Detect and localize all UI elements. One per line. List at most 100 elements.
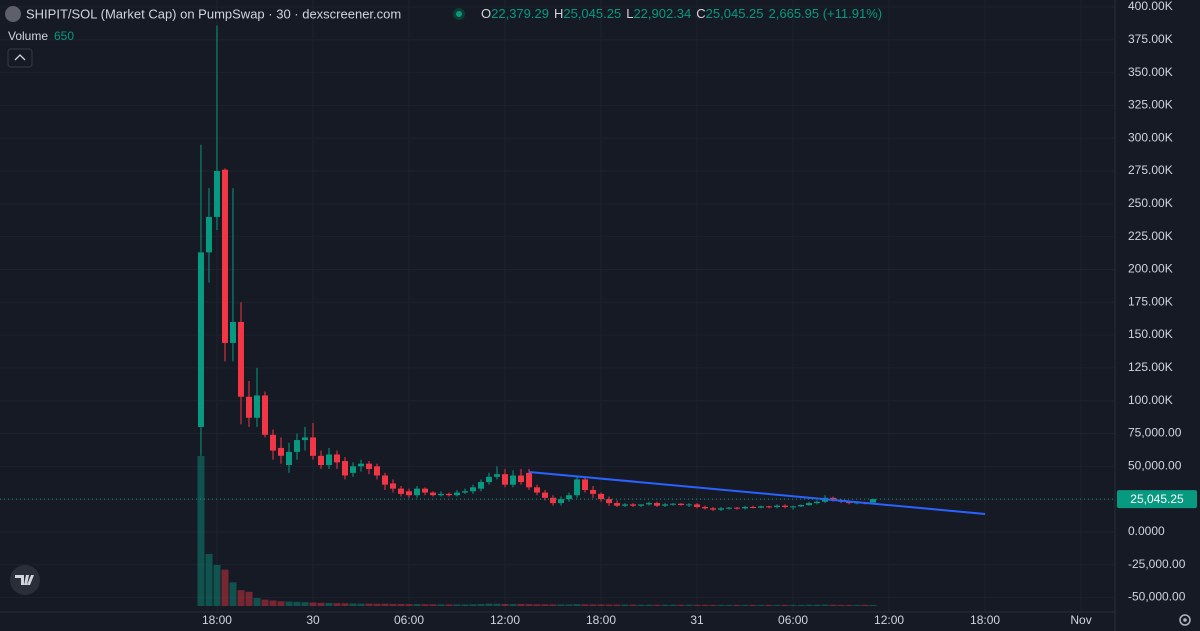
candle-body (534, 487, 541, 493)
collapse-button[interactable] (7, 48, 33, 68)
candle-body (213, 171, 220, 217)
candle-body (285, 451, 292, 466)
candle-body (694, 504, 701, 508)
candle-body (614, 503, 621, 506)
volume-bar (229, 582, 237, 606)
volume-bar (573, 604, 581, 606)
volume-bar (493, 603, 501, 606)
volume-bar (613, 604, 621, 606)
candle-body (638, 504, 645, 506)
candle-body (590, 489, 597, 494)
volume-bar (325, 603, 333, 606)
candle-body (333, 454, 340, 463)
candle-body (414, 488, 421, 496)
volume-bar (821, 604, 829, 606)
candle-body (277, 447, 284, 456)
volume-bar (397, 603, 405, 606)
volume-bar (869, 604, 877, 606)
candle-body (574, 479, 581, 496)
y-tick-label: 0.0000 (1128, 524, 1165, 538)
y-tick-label: 325.00K (1128, 98, 1173, 112)
volume-bar (837, 604, 845, 606)
volume-bar (445, 604, 453, 606)
ohlc-value: 22,379.29 (491, 6, 549, 21)
volume-bar (285, 601, 293, 606)
candle-body (205, 216, 212, 253)
candle-body (518, 475, 525, 483)
volume-bar (733, 604, 741, 606)
candle-body (237, 321, 244, 397)
ohlc-key: H (554, 6, 563, 21)
volume-bar (525, 604, 533, 606)
candle-body (349, 466, 356, 473)
axis-layer: 400.00K 375.00K 350.00K 325.00K 300.00K 275.0… (202, 0, 1197, 627)
volume-bar (629, 604, 637, 606)
y-tick-label: -25,000.00 (1128, 557, 1186, 571)
last-price-box (1117, 490, 1197, 509)
candle-body (622, 504, 629, 506)
candle-body (526, 472, 533, 488)
candle-body (454, 492, 461, 496)
settings-button[interactable] (1179, 614, 1191, 626)
last-price-label: 25,045.25 (1130, 492, 1184, 506)
volume-bar (685, 604, 693, 606)
volume-bar (693, 604, 701, 606)
y-tick-label: 250.00K (1128, 196, 1173, 210)
candle-body (678, 503, 685, 506)
candle-body (814, 501, 821, 504)
ohlc-key: C (696, 6, 705, 21)
volume-bar (485, 603, 493, 606)
volume-bar (197, 456, 205, 606)
candle-body (606, 499, 613, 504)
candle-body (686, 504, 693, 506)
candle-body (293, 440, 300, 452)
candle-body (261, 395, 268, 435)
candle-body (374, 466, 381, 476)
volume-bar (725, 604, 733, 606)
candle-body (582, 479, 589, 490)
volume-bar (453, 604, 461, 606)
volume-bar (605, 604, 613, 606)
volume-bar (853, 604, 861, 606)
x-tick-label: 12:00 (490, 613, 520, 627)
volume-bar (309, 602, 317, 606)
volume-bar (597, 604, 605, 606)
candle-body (478, 482, 485, 489)
volume-bar (341, 603, 349, 606)
volume-bar (365, 603, 373, 606)
y-tick-label: 175.00K (1128, 294, 1173, 308)
volume-bar (765, 604, 773, 606)
candle-layer (197, 25, 877, 511)
candle-body (550, 497, 557, 504)
grid (0, 0, 1115, 612)
volume-bar (501, 603, 509, 606)
candle-body (446, 493, 453, 496)
x-tick-label: 18:00 (970, 613, 1000, 627)
volume-bar (789, 604, 797, 606)
y-tick-label: 225.00K (1128, 229, 1173, 243)
candle-body (486, 476, 493, 483)
candle-body (750, 507, 757, 509)
volume-bar (661, 604, 669, 606)
change-value: 2,665.95 (+11.91%) (769, 6, 883, 21)
volume-bar (773, 604, 781, 606)
volume-bar (213, 564, 221, 606)
volume-layer (197, 456, 877, 606)
candle-body (197, 252, 204, 427)
candle-body (758, 506, 765, 508)
volume-bar (317, 602, 325, 606)
x-tick-label: 31 (690, 613, 704, 627)
candle-body (253, 395, 260, 418)
candle-body (870, 499, 877, 503)
candle-body (726, 507, 733, 509)
volume-bar (277, 601, 285, 606)
volume-bar (845, 604, 853, 606)
volume-bar (709, 604, 717, 606)
candle-body (782, 505, 789, 508)
volume-bar (237, 590, 245, 606)
volume-bar (437, 604, 445, 606)
candle-body (365, 463, 372, 469)
y-tick-label: 75,000.00 (1128, 426, 1182, 440)
volume-bar (781, 604, 789, 606)
ohlc-key: O (481, 6, 491, 21)
